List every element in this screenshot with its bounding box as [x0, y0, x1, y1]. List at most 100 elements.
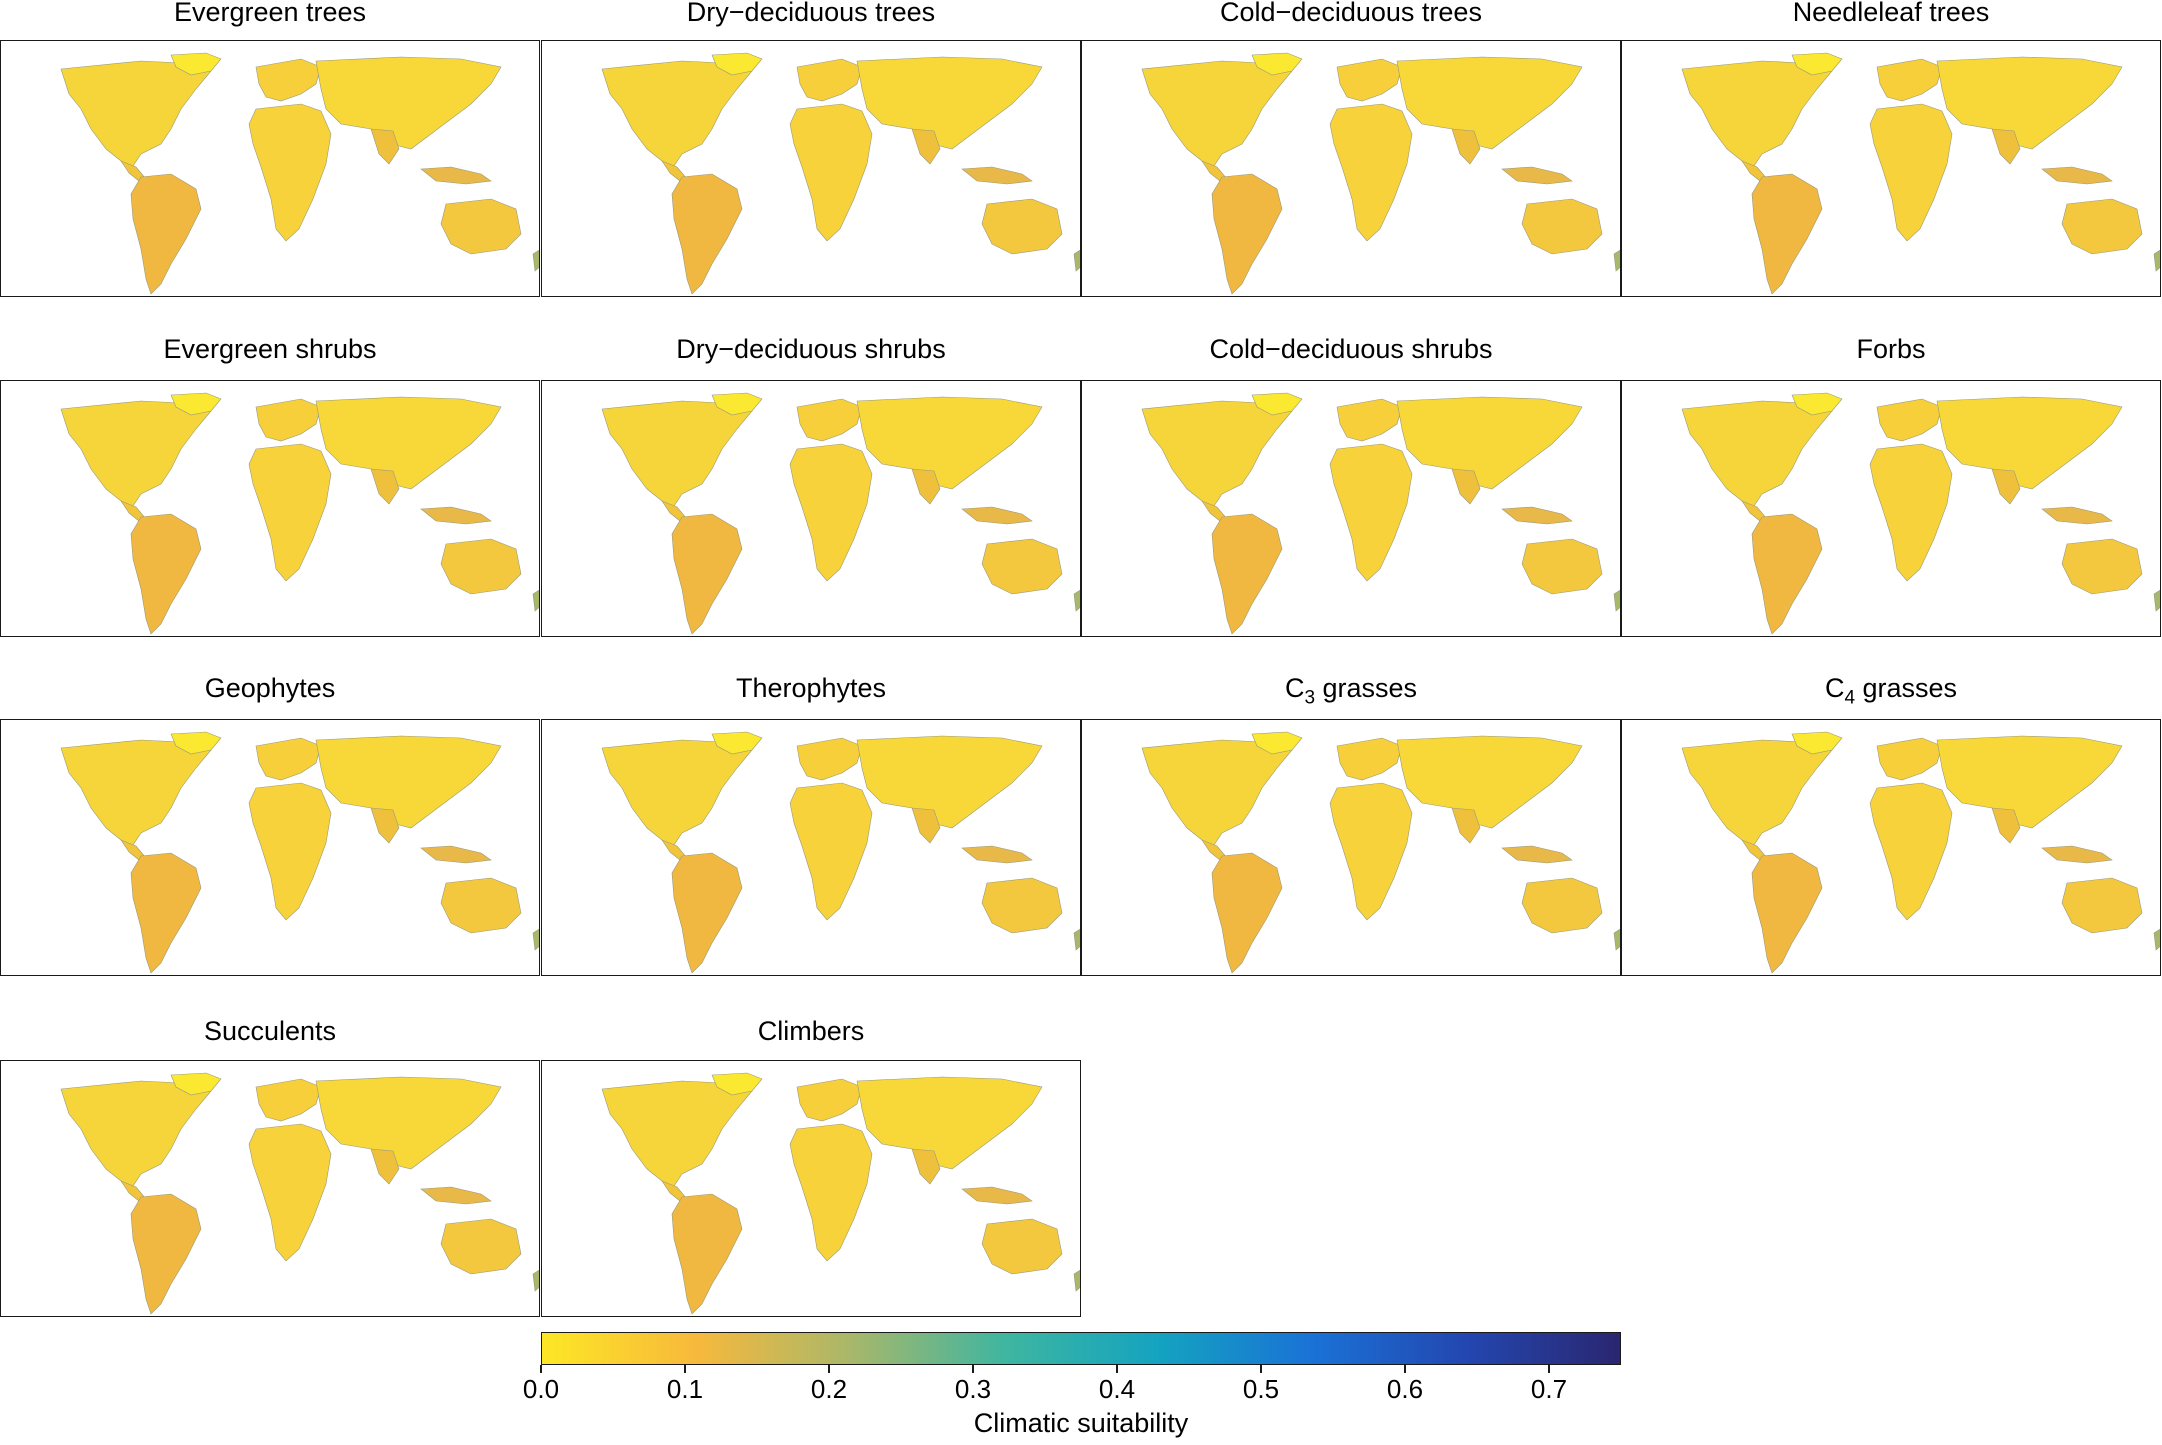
- panel-title: Needleleaf trees: [1792, 0, 1990, 27]
- colorbar: [541, 1332, 1621, 1365]
- continent-europe: [796, 398, 863, 442]
- map-panel-succulents: Succulents: [0, 1016, 540, 1273]
- colorbar-tick: [1404, 1365, 1406, 1373]
- continent-new-zealand: [1073, 928, 1080, 951]
- continent-indonesia: [961, 845, 1033, 864]
- continent-south-asia: [370, 468, 400, 505]
- map-frame: [541, 1060, 1081, 1317]
- continent-south-asia: [1991, 128, 2021, 165]
- continent-greenland: [711, 731, 763, 755]
- world-map: [60, 52, 539, 295]
- panel-title: Dry−deciduous trees: [686, 0, 936, 27]
- continent-indonesia: [2041, 506, 2113, 525]
- map-panel-cold-deciduous-shrubs: Cold−deciduous shrubs: [1081, 334, 1621, 591]
- colorbar-tick: [1548, 1365, 1550, 1373]
- continent-new-zealand: [532, 928, 539, 951]
- continent-south-america: [1751, 513, 1823, 635]
- continent-europe: [796, 737, 863, 781]
- continent-africa: [248, 103, 332, 242]
- continent-asia: [1396, 396, 1583, 490]
- map-frame: [0, 1060, 540, 1317]
- continent-south-asia: [1451, 468, 1481, 505]
- continent-north-america: [601, 60, 753, 170]
- continent-south-america: [1751, 852, 1823, 974]
- map-frame: [541, 719, 1081, 976]
- continent-europe: [255, 737, 322, 781]
- continent-south-america: [1211, 852, 1283, 974]
- continent-asia: [315, 735, 502, 829]
- continent-greenland: [1791, 52, 1843, 76]
- continent-europe: [255, 58, 322, 102]
- continent-south-asia: [1451, 128, 1481, 165]
- world-map: [1141, 731, 1620, 974]
- world-map: [1681, 392, 2160, 635]
- continent-australia: [2061, 877, 2143, 934]
- continent-north-america: [1141, 400, 1293, 510]
- map-frame: [1081, 719, 1621, 976]
- continent-south-america: [1211, 173, 1283, 295]
- continent-australia: [1521, 538, 1603, 595]
- continent-south-america: [130, 513, 202, 635]
- continent-south-america: [130, 1193, 202, 1315]
- continent-indonesia: [2041, 845, 2113, 864]
- map-frame: [1621, 380, 2161, 637]
- map-panel-evergreen-shrubs: Evergreen shrubs: [0, 334, 540, 591]
- continent-greenland: [711, 52, 763, 76]
- continent-europe: [1876, 58, 1943, 102]
- world-map: [601, 52, 1080, 295]
- map-panel-forbs: Forbs: [1621, 334, 2161, 591]
- continent-greenland: [1251, 52, 1303, 76]
- continent-indonesia: [1501, 845, 1573, 864]
- map-frame: [0, 40, 540, 297]
- colorbar-tick: [828, 1365, 830, 1373]
- colorbar-tick-label: 0.4: [1098, 1374, 1136, 1404]
- continent-europe: [796, 58, 863, 102]
- continent-africa: [1329, 443, 1413, 582]
- colorbar-tick: [1116, 1365, 1118, 1373]
- world-map: [60, 731, 539, 974]
- continent-greenland: [1791, 392, 1843, 416]
- continent-south-america: [1751, 173, 1823, 295]
- continent-new-zealand: [532, 249, 539, 272]
- continent-south-asia: [1451, 807, 1481, 844]
- map-frame: [541, 380, 1081, 637]
- continent-new-zealand: [2153, 589, 2160, 612]
- continent-australia: [440, 198, 522, 255]
- colorbar-tick-label: 0.1: [666, 1374, 704, 1404]
- map-panel-dry-deciduous-trees: Dry−deciduous trees: [541, 0, 1081, 257]
- panel-title: Forbs: [1856, 334, 1926, 364]
- panel-title: Evergreen trees: [173, 0, 367, 27]
- continent-asia: [856, 735, 1043, 829]
- continent-south-asia: [370, 128, 400, 165]
- continent-south-asia: [911, 468, 941, 505]
- panel-title: Climbers: [757, 1016, 865, 1046]
- continent-australia: [981, 198, 1063, 255]
- world-map: [601, 1072, 1080, 1315]
- continent-asia: [1936, 735, 2123, 829]
- colorbar-tick-label: 0.3: [954, 1374, 992, 1404]
- panel-title: Cold−deciduous trees: [1220, 0, 1482, 27]
- continent-north-america: [1681, 400, 1833, 510]
- continent-greenland: [1791, 731, 1843, 755]
- continent-asia: [856, 396, 1043, 490]
- map-frame: [541, 40, 1081, 297]
- map-frame: [1081, 40, 1621, 297]
- world-map: [1141, 52, 1620, 295]
- continent-south-america: [130, 173, 202, 295]
- continent-south-asia: [370, 1148, 400, 1185]
- continent-south-asia: [370, 807, 400, 844]
- continent-asia: [315, 56, 502, 150]
- continent-indonesia: [420, 166, 492, 185]
- continent-greenland: [711, 392, 763, 416]
- continent-europe: [796, 1078, 863, 1122]
- world-map: [601, 731, 1080, 974]
- colorbar-tick: [540, 1365, 542, 1373]
- panel-title: Therophytes: [735, 673, 887, 703]
- map-panel-climbers: Climbers: [541, 1016, 1081, 1273]
- world-map: [60, 1072, 539, 1315]
- map-panel-evergreen-trees: Evergreen trees: [0, 0, 540, 257]
- continent-australia: [981, 1218, 1063, 1275]
- continent-australia: [1521, 877, 1603, 934]
- panel-title: Cold−deciduous shrubs: [1209, 334, 1493, 364]
- continent-new-zealand: [1613, 249, 1620, 272]
